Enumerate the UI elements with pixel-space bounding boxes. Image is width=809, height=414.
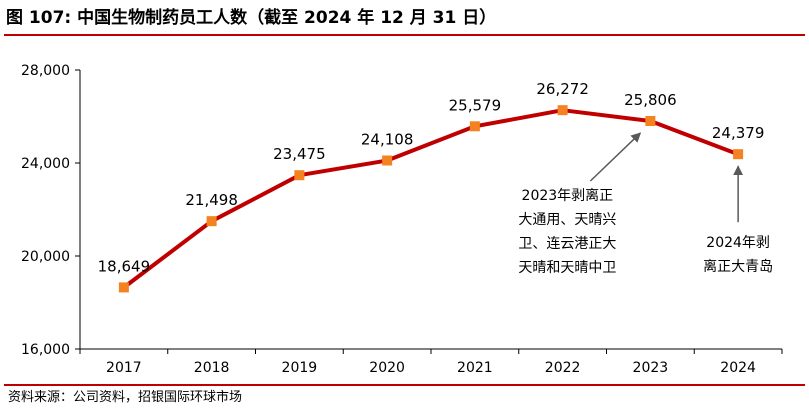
axes: 16,000 20,000 24,000 28,000 2017 2018 2019 2020… (21, 63, 783, 376)
x-tick-label: 2019 (282, 360, 318, 376)
x-tick-label: 2017 (106, 360, 142, 376)
x-tick-label: 2024 (720, 360, 756, 376)
annotation-text: 2023年剥离正大通用、天晴兴卫、连云港正大天晴和天晴中卫 (518, 187, 616, 276)
data-labels: 18,649 21,498 23,475 24,108 25,579 26,272 25,8… (98, 80, 765, 275)
annotation-line: 2024年剥 (706, 235, 770, 251)
source-note: 资料来源：公司资料，招银国际环球市场 (8, 390, 243, 405)
data-label: 25,806 (624, 91, 677, 109)
title-divider (4, 34, 805, 36)
data-point (294, 170, 305, 181)
data-label: 24,379 (712, 124, 765, 142)
data-label: 25,579 (449, 96, 502, 114)
annotation-line: 大通用、天晴兴 (518, 212, 616, 228)
x-tick-label: 2020 (369, 360, 405, 376)
annotation-line: 卫、连云港正大 (518, 236, 616, 252)
line-chart: 16,000 20,000 24,000 28,000 2017 2018 2019 2020… (21, 63, 783, 376)
data-point (557, 105, 568, 116)
x-tick-label: 2022 (545, 360, 581, 376)
data-point (206, 216, 217, 227)
x-tick-label: 2018 (194, 360, 230, 376)
source-divider (4, 384, 805, 386)
data-point (733, 149, 744, 160)
annotation-arrow (589, 132, 642, 182)
data-label: 18,649 (98, 257, 151, 275)
data-point (469, 121, 480, 132)
y-tick-label: 28,000 (21, 63, 70, 79)
x-tick-label: 2023 (633, 360, 669, 376)
data-label: 26,272 (536, 80, 589, 98)
data-point (118, 282, 129, 293)
series (118, 105, 744, 293)
y-tick-label: 16,000 (21, 342, 70, 358)
data-point (382, 155, 393, 166)
annotation-line: 离正大青岛 (703, 258, 773, 275)
annotation-text: 2024年剥离正大青岛 (703, 235, 773, 275)
series-line (122, 108, 739, 289)
data-point (645, 116, 656, 127)
y-tick-label: 20,000 (21, 249, 70, 265)
annotation-line: 天晴和天晴中卫 (518, 260, 616, 276)
annotation-line: 2023年剥离正 (522, 187, 614, 204)
annotations: 2023年剥离正大通用、天晴兴卫、连云港正大天晴和天晴中卫 2024年剥离正大青岛 (518, 132, 773, 276)
y-tick-label: 24,000 (21, 156, 70, 172)
data-label: 24,108 (361, 130, 414, 148)
x-tick-label: 2021 (457, 360, 493, 376)
chart-title: 图 107: 中国生物制药员工人数（截至 2024 年 12 月 31 日） (6, 8, 497, 28)
data-label: 21,498 (185, 191, 238, 209)
data-label: 23,475 (273, 145, 326, 163)
